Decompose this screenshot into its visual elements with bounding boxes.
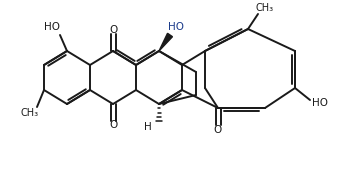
- Text: O: O: [109, 25, 117, 35]
- Text: H: H: [144, 122, 152, 132]
- Text: CH₃: CH₃: [21, 108, 39, 118]
- Text: HO: HO: [44, 22, 60, 32]
- Polygon shape: [159, 33, 172, 51]
- Text: CH₃: CH₃: [256, 3, 274, 13]
- Text: HO: HO: [312, 98, 328, 108]
- Text: O: O: [109, 120, 117, 130]
- Text: O: O: [214, 125, 222, 135]
- Text: HO: HO: [168, 22, 184, 32]
